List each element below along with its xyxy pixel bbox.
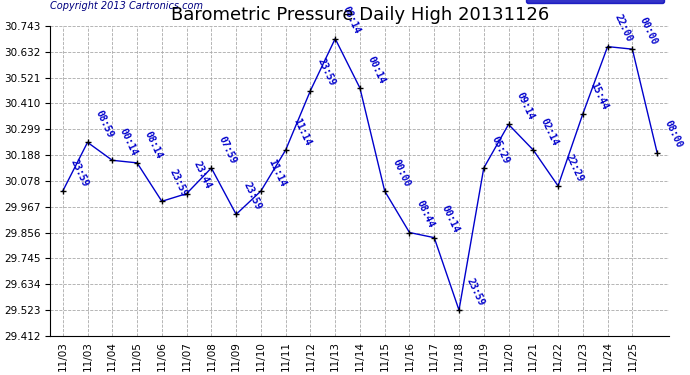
Text: Copyright 2013 Cartronics.com: Copyright 2013 Cartronics.com [50,1,204,11]
Text: 22:00: 22:00 [613,13,635,44]
Legend: Pressure  (Inches/Hg): Pressure (Inches/Hg) [526,0,664,3]
Text: 07:59: 07:59 [217,134,238,165]
Text: 00:00: 00:00 [391,158,412,188]
Text: 11:14: 11:14 [266,158,288,188]
Text: 00:14: 00:14 [366,54,387,85]
Text: 15:44: 15:44 [589,80,610,111]
Title: Barometric Pressure Daily High 20131126: Barometric Pressure Daily High 20131126 [171,6,549,24]
Text: 08:14: 08:14 [143,129,164,160]
Text: 11:14: 11:14 [291,116,313,147]
Text: 00:00: 00:00 [638,15,660,46]
Text: 08:14: 08:14 [341,5,362,36]
Text: 05:29: 05:29 [489,134,511,165]
Text: 23:59: 23:59 [241,181,263,212]
Text: 00:14: 00:14 [440,204,462,235]
Text: 00:14: 00:14 [118,127,139,158]
Text: 23:44: 23:44 [192,160,214,191]
Text: 22:29: 22:29 [564,152,585,183]
Text: 09:14: 09:14 [514,91,535,122]
Text: 08:44: 08:44 [415,199,437,230]
Text: 23:59: 23:59 [316,57,337,88]
Text: 08:59: 08:59 [93,109,115,140]
Text: 08:00: 08:00 [662,119,684,150]
Text: 23:59: 23:59 [464,276,486,308]
Text: 02:14: 02:14 [539,116,560,147]
Text: 23:59: 23:59 [68,158,90,188]
Text: 23:59: 23:59 [168,168,189,198]
